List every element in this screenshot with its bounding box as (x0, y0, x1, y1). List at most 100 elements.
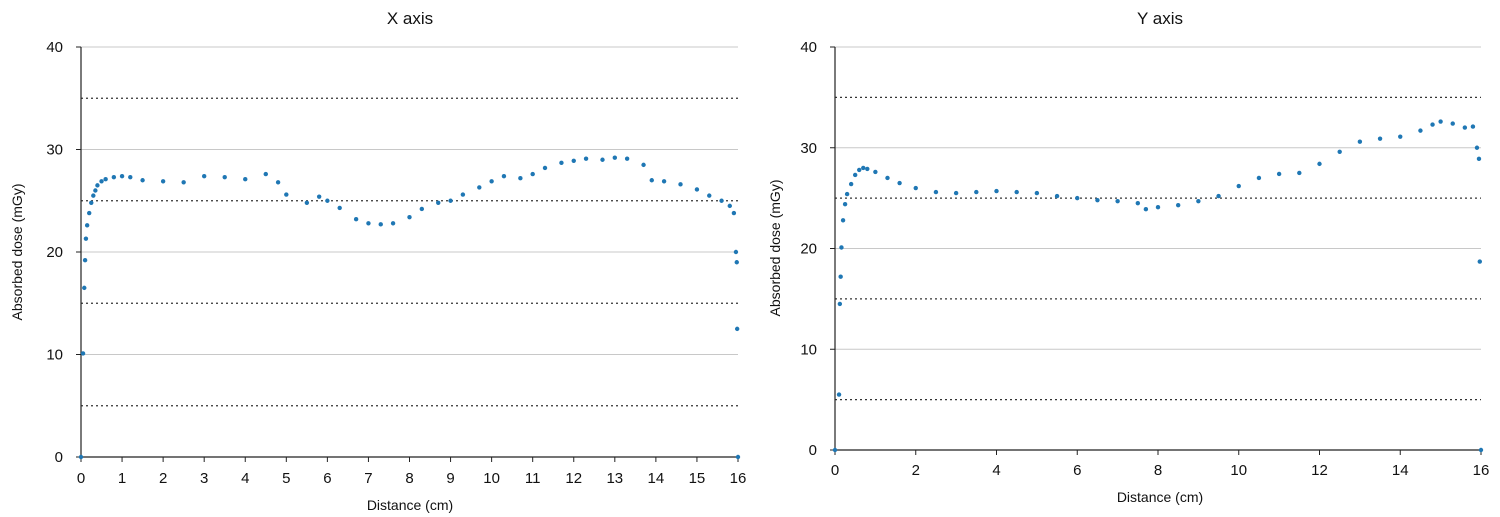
data-point (661, 179, 667, 184)
x-tick-label: 2 (912, 462, 920, 479)
data-point (852, 172, 858, 178)
data-point (994, 188, 999, 194)
x-tick-label: 0 (831, 462, 839, 479)
y-axis-label: Absorbed dose (mGy) (767, 180, 783, 317)
data-point (419, 206, 425, 212)
data-point (390, 221, 396, 226)
data-point (624, 156, 630, 161)
data-point (734, 260, 739, 265)
data-point (407, 214, 412, 220)
data-point (1337, 149, 1342, 154)
data-point (542, 165, 548, 171)
x-tick-label: 9 (446, 470, 454, 487)
data-point (733, 249, 739, 255)
data-point (181, 180, 186, 185)
data-point (837, 301, 843, 307)
y-tick-label: 20 (800, 241, 817, 258)
data-point (87, 210, 92, 216)
x-tick-label: 2 (159, 470, 167, 487)
data-point (353, 217, 359, 222)
x-axis-label: Distance (cm) (367, 497, 453, 513)
data-point (838, 274, 843, 279)
data-point (1470, 124, 1476, 129)
data-point (1236, 183, 1241, 189)
x-tick-label: 11 (525, 470, 541, 487)
data-point (95, 183, 100, 188)
y-tick-label: 0 (809, 442, 817, 459)
data-point (103, 177, 108, 182)
data-point (857, 167, 862, 173)
data-point (316, 194, 322, 199)
y-tick-label: 40 (800, 39, 817, 56)
data-point (1450, 121, 1455, 126)
data-point (325, 198, 330, 203)
data-point (559, 160, 564, 166)
data-point (460, 192, 466, 197)
data-point (1034, 190, 1040, 196)
data-point (844, 191, 850, 197)
data-point (933, 189, 939, 195)
data-point (641, 162, 646, 168)
data-point (1276, 171, 1282, 177)
x-tick-label: 10 (1230, 462, 1247, 479)
y-tick-label: 30 (800, 140, 817, 157)
data-point (82, 285, 87, 291)
data-point (263, 171, 268, 177)
data-point (1297, 170, 1302, 176)
data-point (836, 392, 842, 397)
data-point (1135, 200, 1141, 206)
data-point (1476, 156, 1482, 162)
chart-panel-x: X axis Distance (cm) Absorbed dose (mGy)… (9, 9, 747, 513)
data-point (1054, 193, 1060, 199)
data-point (1438, 119, 1443, 124)
x-tick-label: 4 (992, 462, 1000, 479)
data-point (842, 201, 848, 207)
data-point (839, 245, 844, 250)
data-point (80, 351, 86, 356)
data-point (1216, 193, 1221, 199)
data-point (78, 454, 84, 460)
data-point (1430, 122, 1435, 127)
y-tick-label: 0 (55, 449, 63, 466)
data-point (1377, 136, 1383, 141)
data-point (1175, 202, 1181, 208)
data-point (1115, 198, 1120, 204)
data-point (1075, 195, 1080, 201)
data-point (378, 222, 383, 227)
y-tick-label: 30 (46, 142, 63, 159)
data-point (1477, 259, 1482, 264)
data-point (1462, 125, 1468, 130)
data-point (489, 179, 494, 184)
data-point (477, 185, 482, 190)
data-point (719, 198, 724, 203)
data-point (734, 326, 740, 332)
x-tick-label: 16 (1473, 462, 1490, 479)
data-point (840, 218, 846, 223)
y-tick-label: 40 (46, 39, 63, 56)
data-point (140, 178, 145, 183)
data-point (735, 454, 741, 460)
data-point (1095, 197, 1100, 203)
x-tick-label: 5 (282, 470, 290, 487)
data-point (707, 193, 712, 198)
data-point (89, 200, 94, 205)
data-point (82, 258, 88, 263)
data-point (201, 173, 207, 179)
data-point (284, 192, 289, 197)
x-tick-label: 12 (565, 470, 582, 487)
x-tick-label: 8 (405, 470, 413, 487)
data-point (1317, 161, 1322, 167)
data-point (119, 173, 125, 179)
data-point (222, 174, 227, 180)
data-point (1474, 145, 1480, 150)
data-point (83, 236, 89, 241)
x-tick-label: 14 (1392, 462, 1409, 479)
data-point (128, 174, 133, 180)
data-point (848, 181, 854, 187)
x-tick-label: 16 (730, 470, 747, 487)
data-point (1418, 128, 1423, 133)
x-tick-label: 6 (323, 470, 331, 487)
data-point (897, 180, 902, 186)
x-tick-label: 0 (77, 470, 85, 487)
data-point (974, 189, 979, 195)
